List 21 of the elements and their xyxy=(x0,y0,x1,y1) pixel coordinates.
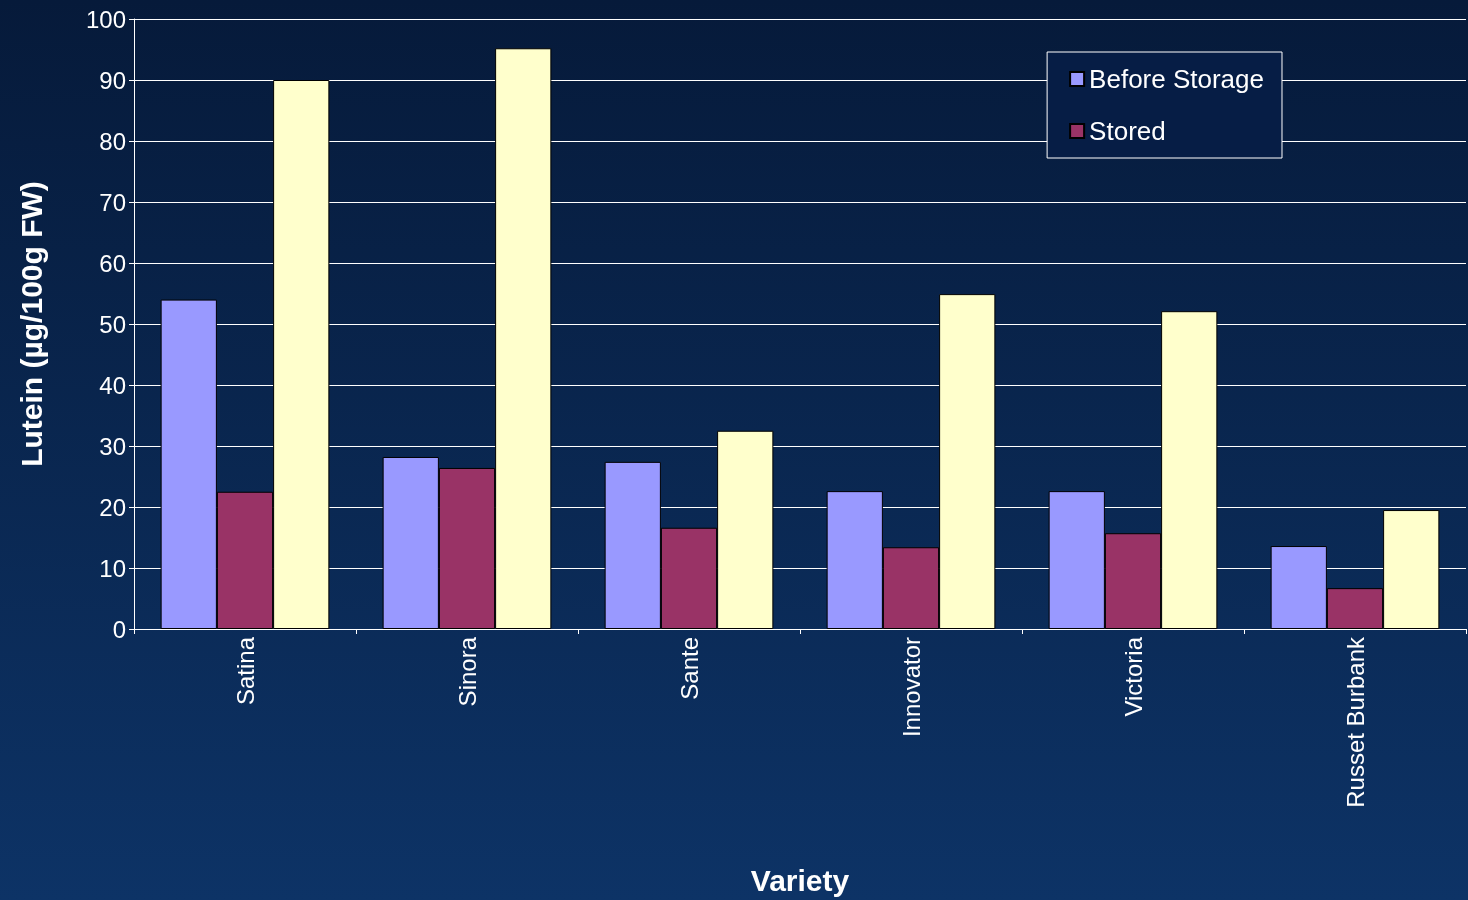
x-tick-label: Sante xyxy=(675,637,703,700)
x-tick-label: Victoria xyxy=(1119,636,1147,717)
legend-label: Stored xyxy=(1089,116,1166,146)
y-tick-label: 70 xyxy=(99,188,126,216)
x-tick-label: Russet Burbank xyxy=(1341,636,1369,808)
x-axis-title: Variety xyxy=(750,863,850,897)
y-tick-label: 0 xyxy=(112,615,126,643)
y-tick-label: 50 xyxy=(99,310,126,338)
y-tick-label: 60 xyxy=(99,249,126,277)
y-tick-label: 90 xyxy=(99,66,126,94)
y-tick-label: 80 xyxy=(99,127,126,155)
y-tick-label: 20 xyxy=(99,493,126,521)
y-tick-label: 40 xyxy=(99,371,126,399)
x-tick-label: Satina xyxy=(231,636,259,706)
legend-label: Before Storage xyxy=(1089,64,1264,94)
y-tick-label: 10 xyxy=(99,554,126,582)
x-tick-label: Innovator xyxy=(897,637,925,738)
y-axis-title: Lutein (µg/100g FW) xyxy=(14,181,48,467)
y-tick-label: 30 xyxy=(99,432,126,460)
x-tick-label: Sinora xyxy=(453,636,481,707)
y-tick-label: 100 xyxy=(85,5,126,33)
